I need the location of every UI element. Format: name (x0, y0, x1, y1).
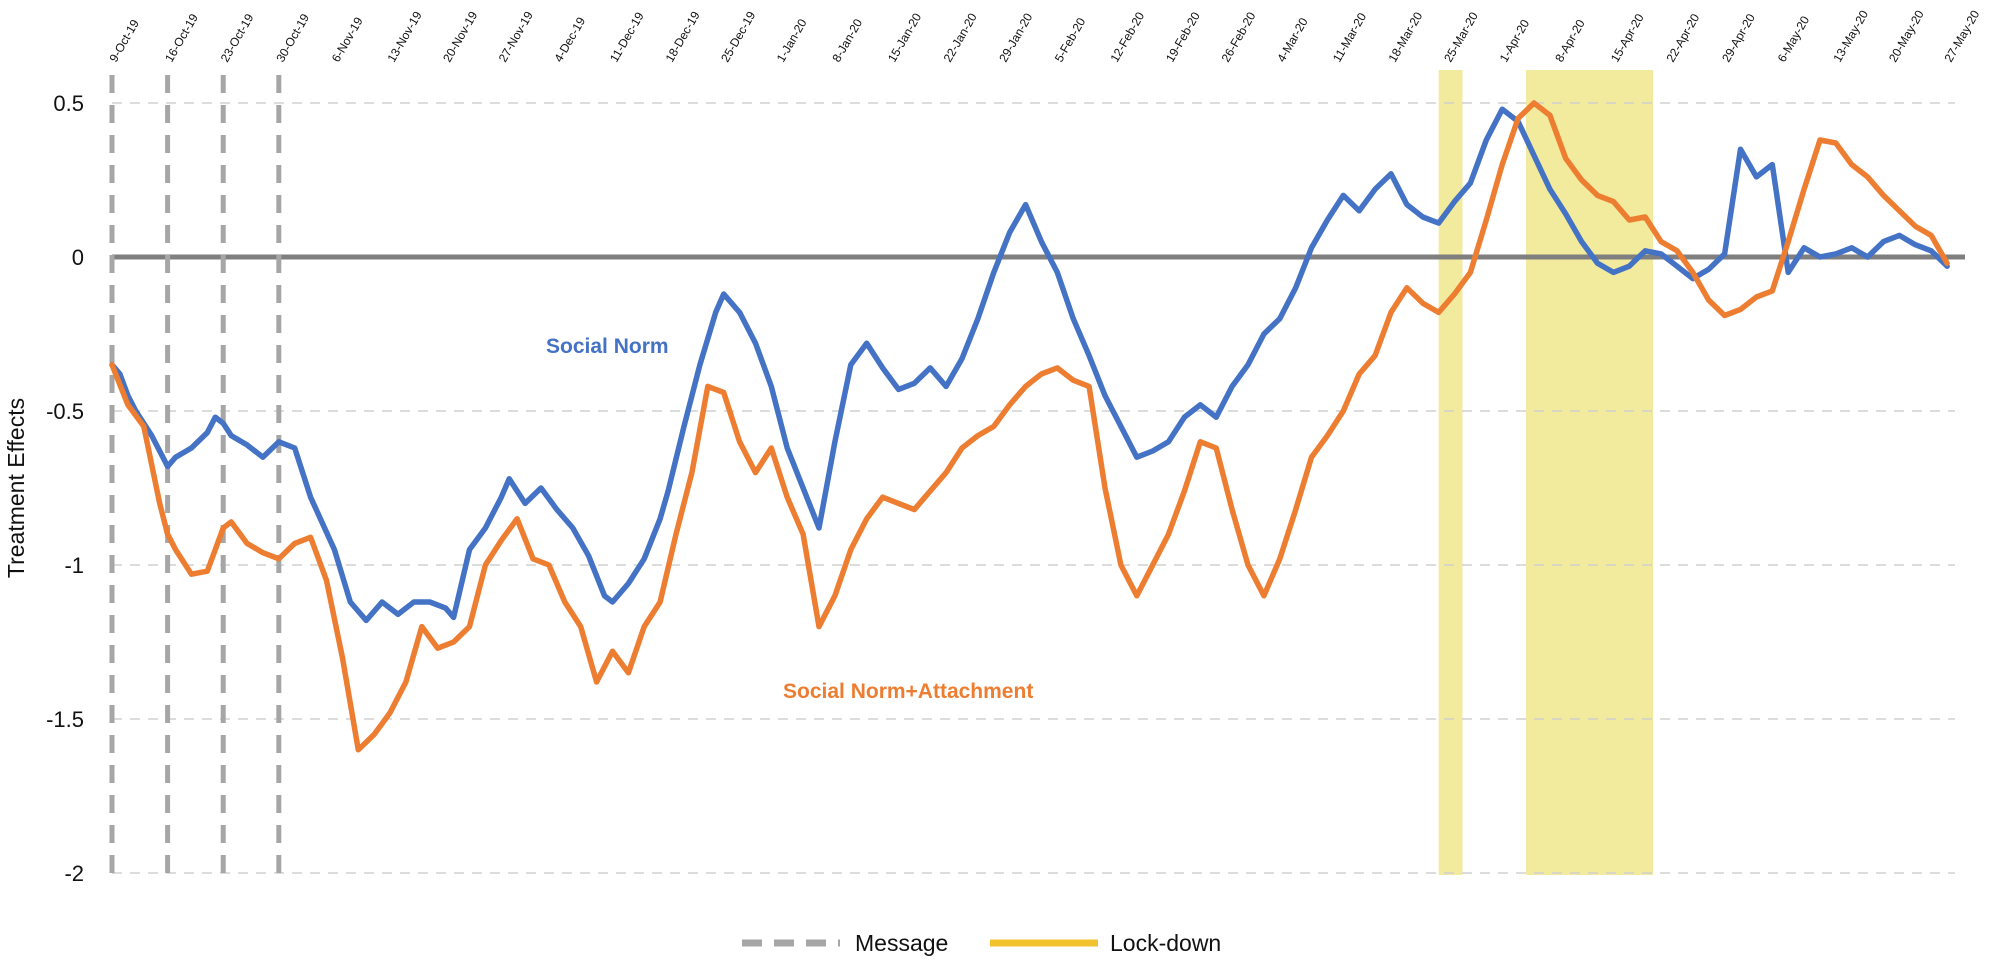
x-tick-label: 29-Jan-20 (996, 10, 1035, 64)
y-axis-label: Treatment Effects (3, 398, 29, 578)
series-annotations: Social Norm Social Norm+Attachment (546, 335, 1033, 703)
gridlines (112, 102, 1965, 874)
x-tick-label: 13-Nov-19 (385, 9, 425, 65)
x-tick-label: 23-Oct-19 (218, 11, 257, 64)
x-tick-label: 5-Feb-20 (1052, 15, 1089, 64)
x-tick-label: 30-Oct-19 (273, 11, 312, 64)
x-tick-label: 16-Oct-19 (162, 11, 201, 64)
legend: Message Lock-down (742, 930, 1221, 956)
x-tick-label: 6-May-20 (1775, 13, 1813, 64)
series-line-social-norm (109, 106, 1950, 624)
x-tick-label: 18-Dec-19 (663, 9, 703, 65)
x-tick-label: 9-Oct-19 (106, 17, 142, 65)
x-axis-ticks: 9-Oct-19 16-Oct-19 23-Oct-19 30-Oct-19 6-Nov… (106, 8, 1982, 65)
message-lines (109, 75, 282, 879)
y-tick-label: 0 (72, 245, 84, 270)
series-lines (109, 100, 1950, 753)
series-label-social-norm: Social Norm (546, 335, 669, 358)
x-tick-label: 13-May-20 (1830, 8, 1871, 65)
x-tick-label: 25-Mar-20 (1441, 9, 1481, 64)
y-tick-label: -1.5 (46, 707, 84, 732)
x-tick-label: 11-Dec-19 (607, 9, 647, 64)
x-tick-label: 8-Apr-20 (1552, 17, 1588, 65)
legend-item-lock-down: Lock-down (990, 930, 1221, 956)
legend-label-lock-down: Lock-down (1110, 930, 1221, 956)
x-tick-label: 27-May-20 (1942, 8, 1983, 65)
y-tick-label: -2 (64, 861, 84, 886)
x-tick-label: 12-Feb-20 (1107, 9, 1147, 64)
x-tick-label: 11-Mar-20 (1330, 10, 1370, 64)
x-tick-label: 27-Nov-19 (496, 9, 536, 65)
x-tick-label: 15-Apr-20 (1608, 11, 1647, 64)
x-tick-label: 19-Feb-20 (1163, 9, 1203, 64)
lockdown-band-1 (1438, 70, 1463, 875)
legend-label-message: Message (855, 930, 948, 956)
x-tick-label: 4-Dec-19 (551, 14, 588, 64)
x-tick-label: 20-Nov-19 (440, 9, 480, 65)
lockdown-bands (1438, 70, 1654, 875)
x-tick-label: 22-Jan-20 (941, 10, 980, 64)
x-tick-label: 1-Apr-20 (1497, 17, 1533, 65)
x-tick-label: 15-Jan-20 (885, 10, 924, 64)
x-tick-label: 18-Mar-20 (1385, 9, 1425, 64)
x-tick-label: 25-Dec-19 (718, 9, 758, 65)
lockdown-band-2 (1526, 70, 1654, 875)
x-tick-label: 1-Jan-20 (774, 16, 810, 64)
y-tick-label: -0.5 (46, 399, 84, 424)
series-label-social-norm-attachment: Social Norm+Attachment (783, 680, 1033, 703)
x-tick-label: 4-Mar-20 (1274, 15, 1311, 64)
x-tick-label: 26-Feb-20 (1219, 9, 1259, 64)
y-tick-label: 0.5 (53, 91, 84, 116)
x-tick-label: 29-Apr-20 (1719, 11, 1758, 64)
x-tick-label: 8-Jan-20 (829, 16, 865, 64)
x-tick-label: 22-Apr-20 (1663, 11, 1702, 64)
y-axis-ticks: 0.5 0 -0.5 -1 -1.5 -2 (46, 91, 84, 886)
legend-item-message: Message (742, 930, 948, 956)
series-line-social-norm-attachment (109, 100, 1950, 753)
y-tick-label: -1 (64, 553, 84, 578)
x-tick-label: 20-May-20 (1886, 8, 1927, 65)
x-tick-label: 6-Nov-19 (329, 14, 366, 64)
